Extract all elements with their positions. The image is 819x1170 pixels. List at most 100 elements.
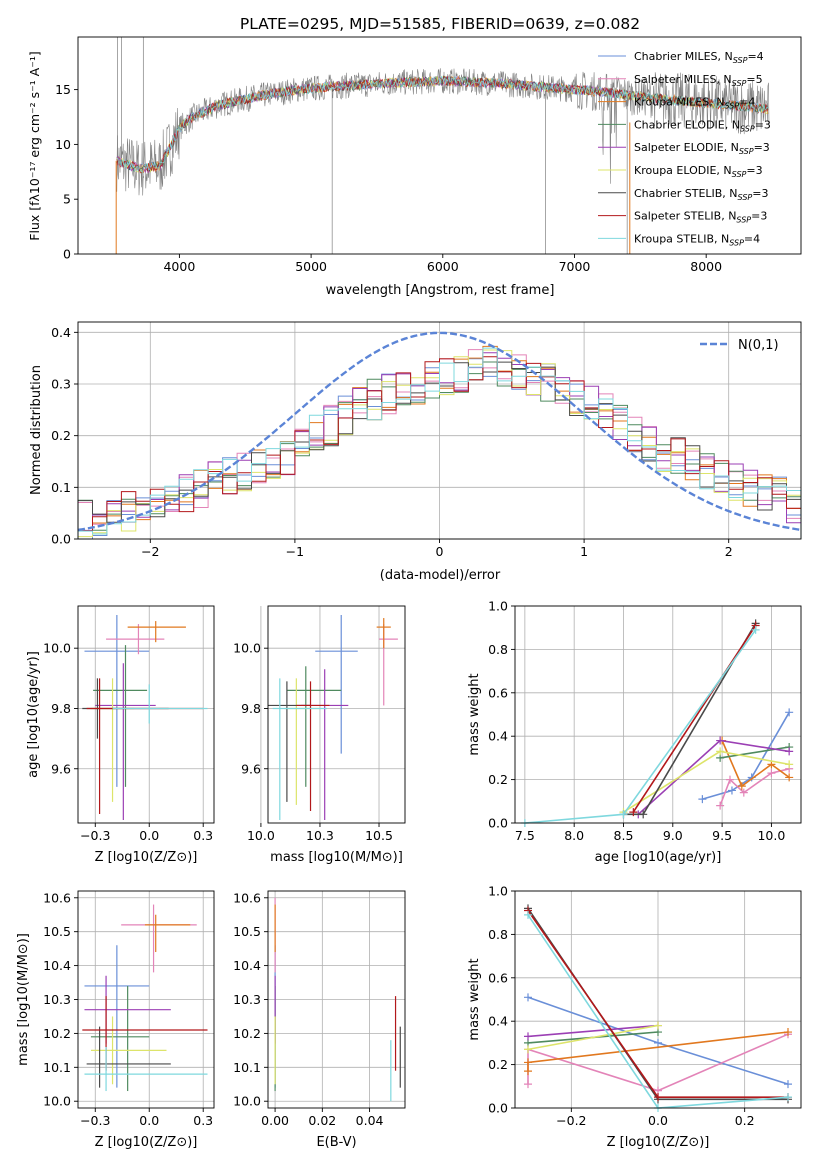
x-tick-label: 0.02	[308, 1113, 336, 1128]
weight-marker	[751, 625, 760, 634]
x-tick-label: 0.04	[356, 1113, 384, 1128]
y-tick-label: 0.1	[51, 480, 71, 495]
normal-legend-label: N(0,1)	[738, 338, 779, 353]
weight-marker	[737, 782, 746, 791]
x-tick-label: 6000	[427, 259, 459, 274]
weight-marker	[767, 769, 776, 778]
axes-frame	[514, 605, 802, 824]
axes-frame	[77, 605, 215, 824]
legend-count: =5	[746, 73, 762, 86]
x-tick-label: 0.3	[193, 1113, 213, 1128]
weight-marker	[524, 1032, 532, 1041]
residuals-xlabel: (data-model)/error	[380, 568, 501, 583]
x-tick-label: 8.5	[614, 828, 634, 843]
grid-lines	[78, 606, 214, 823]
residuals-axes-frame	[77, 321, 802, 540]
legend-label: Chabrier MILES, NSSP=4	[634, 50, 764, 65]
weight-marker	[524, 1058, 532, 1067]
x-tick-label: 9.5	[712, 828, 732, 843]
weight-marker	[784, 1028, 792, 1037]
legend-subscript: SSP	[740, 124, 755, 133]
y-tick-label: 10.6	[43, 890, 71, 905]
y-tick-label: 0.8	[488, 642, 508, 657]
weight-marker	[698, 795, 707, 804]
legend-count: =3	[754, 141, 770, 154]
y-tick-label: 15	[55, 82, 71, 97]
axes-frame	[514, 890, 802, 1109]
legend-subscript: SSP	[738, 193, 753, 202]
y-tick-label: 10.4	[233, 958, 261, 973]
residuals-ylabel: Normed distribution	[29, 365, 44, 495]
x-tick-label: 0.0	[139, 828, 159, 843]
legend-count: =4	[744, 232, 760, 245]
residuals-panel: −2 −1 0 1 2 0.0 0.1 0.2 0.3 0.4 N(0,1) (data-mode…	[29, 321, 802, 583]
weight-marker	[524, 1045, 532, 1054]
x-tick-label: −0.3	[80, 1113, 110, 1128]
x-tick-label: 7.5	[515, 828, 535, 843]
legend-count: =3	[752, 187, 768, 200]
spectrum-xlabel: wavelength [Angstrom, rest frame]	[326, 283, 555, 298]
x-tick-label: 0.0	[139, 1113, 159, 1128]
weight-marker	[785, 708, 794, 717]
y-tick-label: 0.6	[488, 970, 508, 985]
y-tick-label: 10.3	[43, 992, 71, 1007]
weight-marker	[785, 747, 794, 756]
y-tick-label: 9.8	[51, 701, 71, 716]
mass-vs-EBV-panel: 0.00 0.02 0.04 10.0 10.1 10.2 10.3 10.4 10.5 10.6…	[233, 890, 406, 1150]
x-tick-label: 9.0	[663, 828, 683, 843]
y-tick-label: 10.2	[43, 1026, 71, 1041]
x-tick-label: 10.5	[365, 828, 393, 843]
x-tick-label: 1	[580, 544, 588, 559]
grid-lines	[78, 891, 214, 1108]
weight-line	[632, 625, 757, 813]
x-tick-label: 10.0	[757, 828, 785, 843]
y-tick-label: 0.4	[488, 1014, 508, 1029]
weight-line	[527, 1024, 659, 1051]
y-axis-label: age [log10(age/yr)]	[26, 651, 41, 778]
legend-label: Chabrier ELODIE, NSSP=3	[634, 118, 771, 133]
observed-spectrum-line	[116, 68, 770, 196]
legend-count: =4	[747, 50, 763, 63]
spectrum-panel: PLATE=0295, MJD=51585, FIBERID=0639, z=0…	[27, 15, 802, 298]
y-axis-label: mass weight	[467, 958, 482, 1040]
legend-subscript: SSP	[729, 238, 744, 247]
weight-marker	[524, 910, 532, 919]
weight-line	[527, 1024, 659, 1038]
y-tick-label: 0.0	[488, 1101, 508, 1116]
weight-marker	[654, 1093, 662, 1102]
legend-label: Kroupa ELODIE, NSSP=3	[634, 164, 763, 179]
weight-marker	[784, 1093, 792, 1102]
weight-line	[719, 746, 790, 759]
axes-frame	[267, 890, 406, 1109]
x-axis-label: age [log10(age/yr)]	[595, 850, 722, 865]
model-spectrum-line	[116, 75, 769, 172]
y-axis-label: mass [log10(M/M⊙)]	[16, 933, 31, 1066]
x-tick-label: 8.0	[564, 828, 584, 843]
weight-line	[623, 750, 790, 813]
grid-lines	[78, 322, 801, 540]
y-tick-label: 9.6	[241, 761, 261, 776]
normal-curve	[77, 331, 802, 532]
errorbar-group	[274, 897, 401, 1102]
y-tick-label: 10.5	[43, 924, 71, 939]
errorbar-group	[82, 904, 208, 1092]
legend-label: Kroupa STELIB, NSSP=4	[634, 232, 760, 247]
y-tick-label: 10.0	[43, 641, 71, 656]
model-spectrum-line	[116, 76, 769, 173]
weight-marker	[639, 810, 648, 819]
weight-line	[719, 768, 790, 806]
weight-vs-Z-panel: −0.2 0.0 0.2 0.0 0.2 0.4 0.6 0.8 1.0 Z [log10(Z/Z…	[467, 884, 802, 1150]
weight-line	[721, 740, 790, 788]
weight-marker	[785, 773, 794, 782]
x-tick-label: −2	[141, 544, 159, 559]
residuals-legend: N(0,1)	[700, 338, 779, 353]
x-axis-label: E(B-V)	[316, 1135, 356, 1150]
legend-subscript: SSP	[732, 170, 747, 179]
weight-marker	[629, 808, 638, 817]
legend-subscript: SSP	[732, 79, 747, 88]
weight-marker	[524, 1080, 532, 1089]
legend-label: Salpeter MILES, NSSP=5	[634, 73, 763, 88]
y-tick-label: 0	[63, 247, 71, 262]
x-tick-label: 10.3	[306, 828, 334, 843]
x-tick-label: −0.3	[80, 828, 110, 843]
